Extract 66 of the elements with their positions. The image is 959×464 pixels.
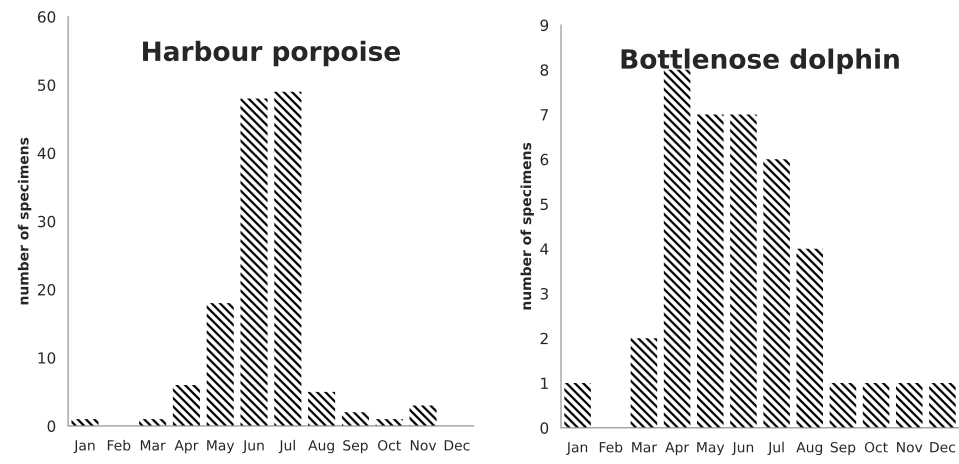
x-tick-label: Apr: [174, 440, 198, 454]
x-tick-label: Mar: [632, 442, 658, 452]
y-tick-label: 6: [540, 154, 548, 166]
y-tick-label: 1: [541, 378, 548, 389]
y-tick-label: 0: [48, 420, 56, 432]
x-tick-label: Nov: [897, 442, 922, 452]
y-tick-label: 4: [540, 243, 548, 255]
x-tick-label: Oct: [378, 440, 401, 451]
y-tick-label: 40: [38, 148, 56, 160]
y-tick-label: 3: [540, 288, 548, 300]
y-tick-label: 50: [38, 79, 56, 91]
x-tick-label: Aug: [308, 440, 334, 454]
bar: [376, 419, 403, 426]
bar: [862, 383, 890, 428]
bar: [929, 383, 956, 428]
bar: [830, 383, 856, 428]
x-tick-label: May: [697, 442, 724, 456]
bar: [240, 98, 268, 426]
x-tick-label: Nov: [410, 440, 436, 451]
x-tick-label: Sep: [343, 440, 368, 454]
x-tick-label: Feb: [600, 442, 622, 452]
x-tick-label: Feb: [108, 440, 130, 451]
y-tick-label: 8: [540, 64, 548, 76]
y-tick-label: 20: [38, 284, 56, 296]
y-tick-label: 7: [540, 109, 548, 120]
x-tick-label: Jun: [242, 440, 264, 454]
bar: [730, 114, 757, 428]
bar: [342, 412, 369, 426]
y-tick-label: 10: [38, 352, 56, 364]
bar: [206, 303, 234, 426]
x-tick-label: Oct: [864, 442, 888, 452]
x-tick-label: Aug: [796, 442, 822, 456]
text: Harbour porpoise: [143, 40, 400, 66]
x-tick-label: Dec: [444, 440, 470, 451]
bar: [763, 159, 790, 428]
bar: [308, 392, 336, 426]
y-tick-label: 0: [540, 422, 548, 434]
y-axis-title: number of specimens: [18, 138, 32, 304]
y-tick-label: 2: [540, 332, 548, 344]
x-tick-label: Jul: [767, 442, 784, 456]
bar: [139, 419, 166, 426]
bar: [410, 405, 437, 426]
x-tick-label: Sep: [830, 442, 856, 456]
y-tick-label: 60: [38, 11, 56, 23]
x-tick-label: Mar: [140, 440, 166, 451]
bar: [172, 385, 200, 426]
x-tick-label: Jan: [566, 442, 588, 456]
y-tick-label: 30: [38, 216, 56, 228]
x-tick-label: Apr: [665, 442, 690, 456]
bar: [896, 383, 923, 428]
bar: [71, 419, 99, 426]
x-tick-label: May: [207, 440, 234, 454]
x-tick-label: Dec: [930, 442, 955, 452]
bar: [664, 70, 690, 428]
bar: [630, 338, 658, 428]
bar: [564, 383, 591, 428]
y-tick-label: 9: [540, 20, 548, 32]
x-tick-label: Jan: [74, 440, 95, 454]
bar: [274, 92, 302, 426]
text: Bottlenose dolphin: [622, 48, 899, 74]
x-tick-label: Jun: [732, 442, 754, 456]
bar: [796, 248, 824, 428]
x-tick-label: Jul: [278, 440, 295, 454]
bar: [696, 114, 724, 428]
y-axis-title: number of specimens: [520, 142, 534, 310]
y-tick-label: 5: [540, 198, 548, 210]
